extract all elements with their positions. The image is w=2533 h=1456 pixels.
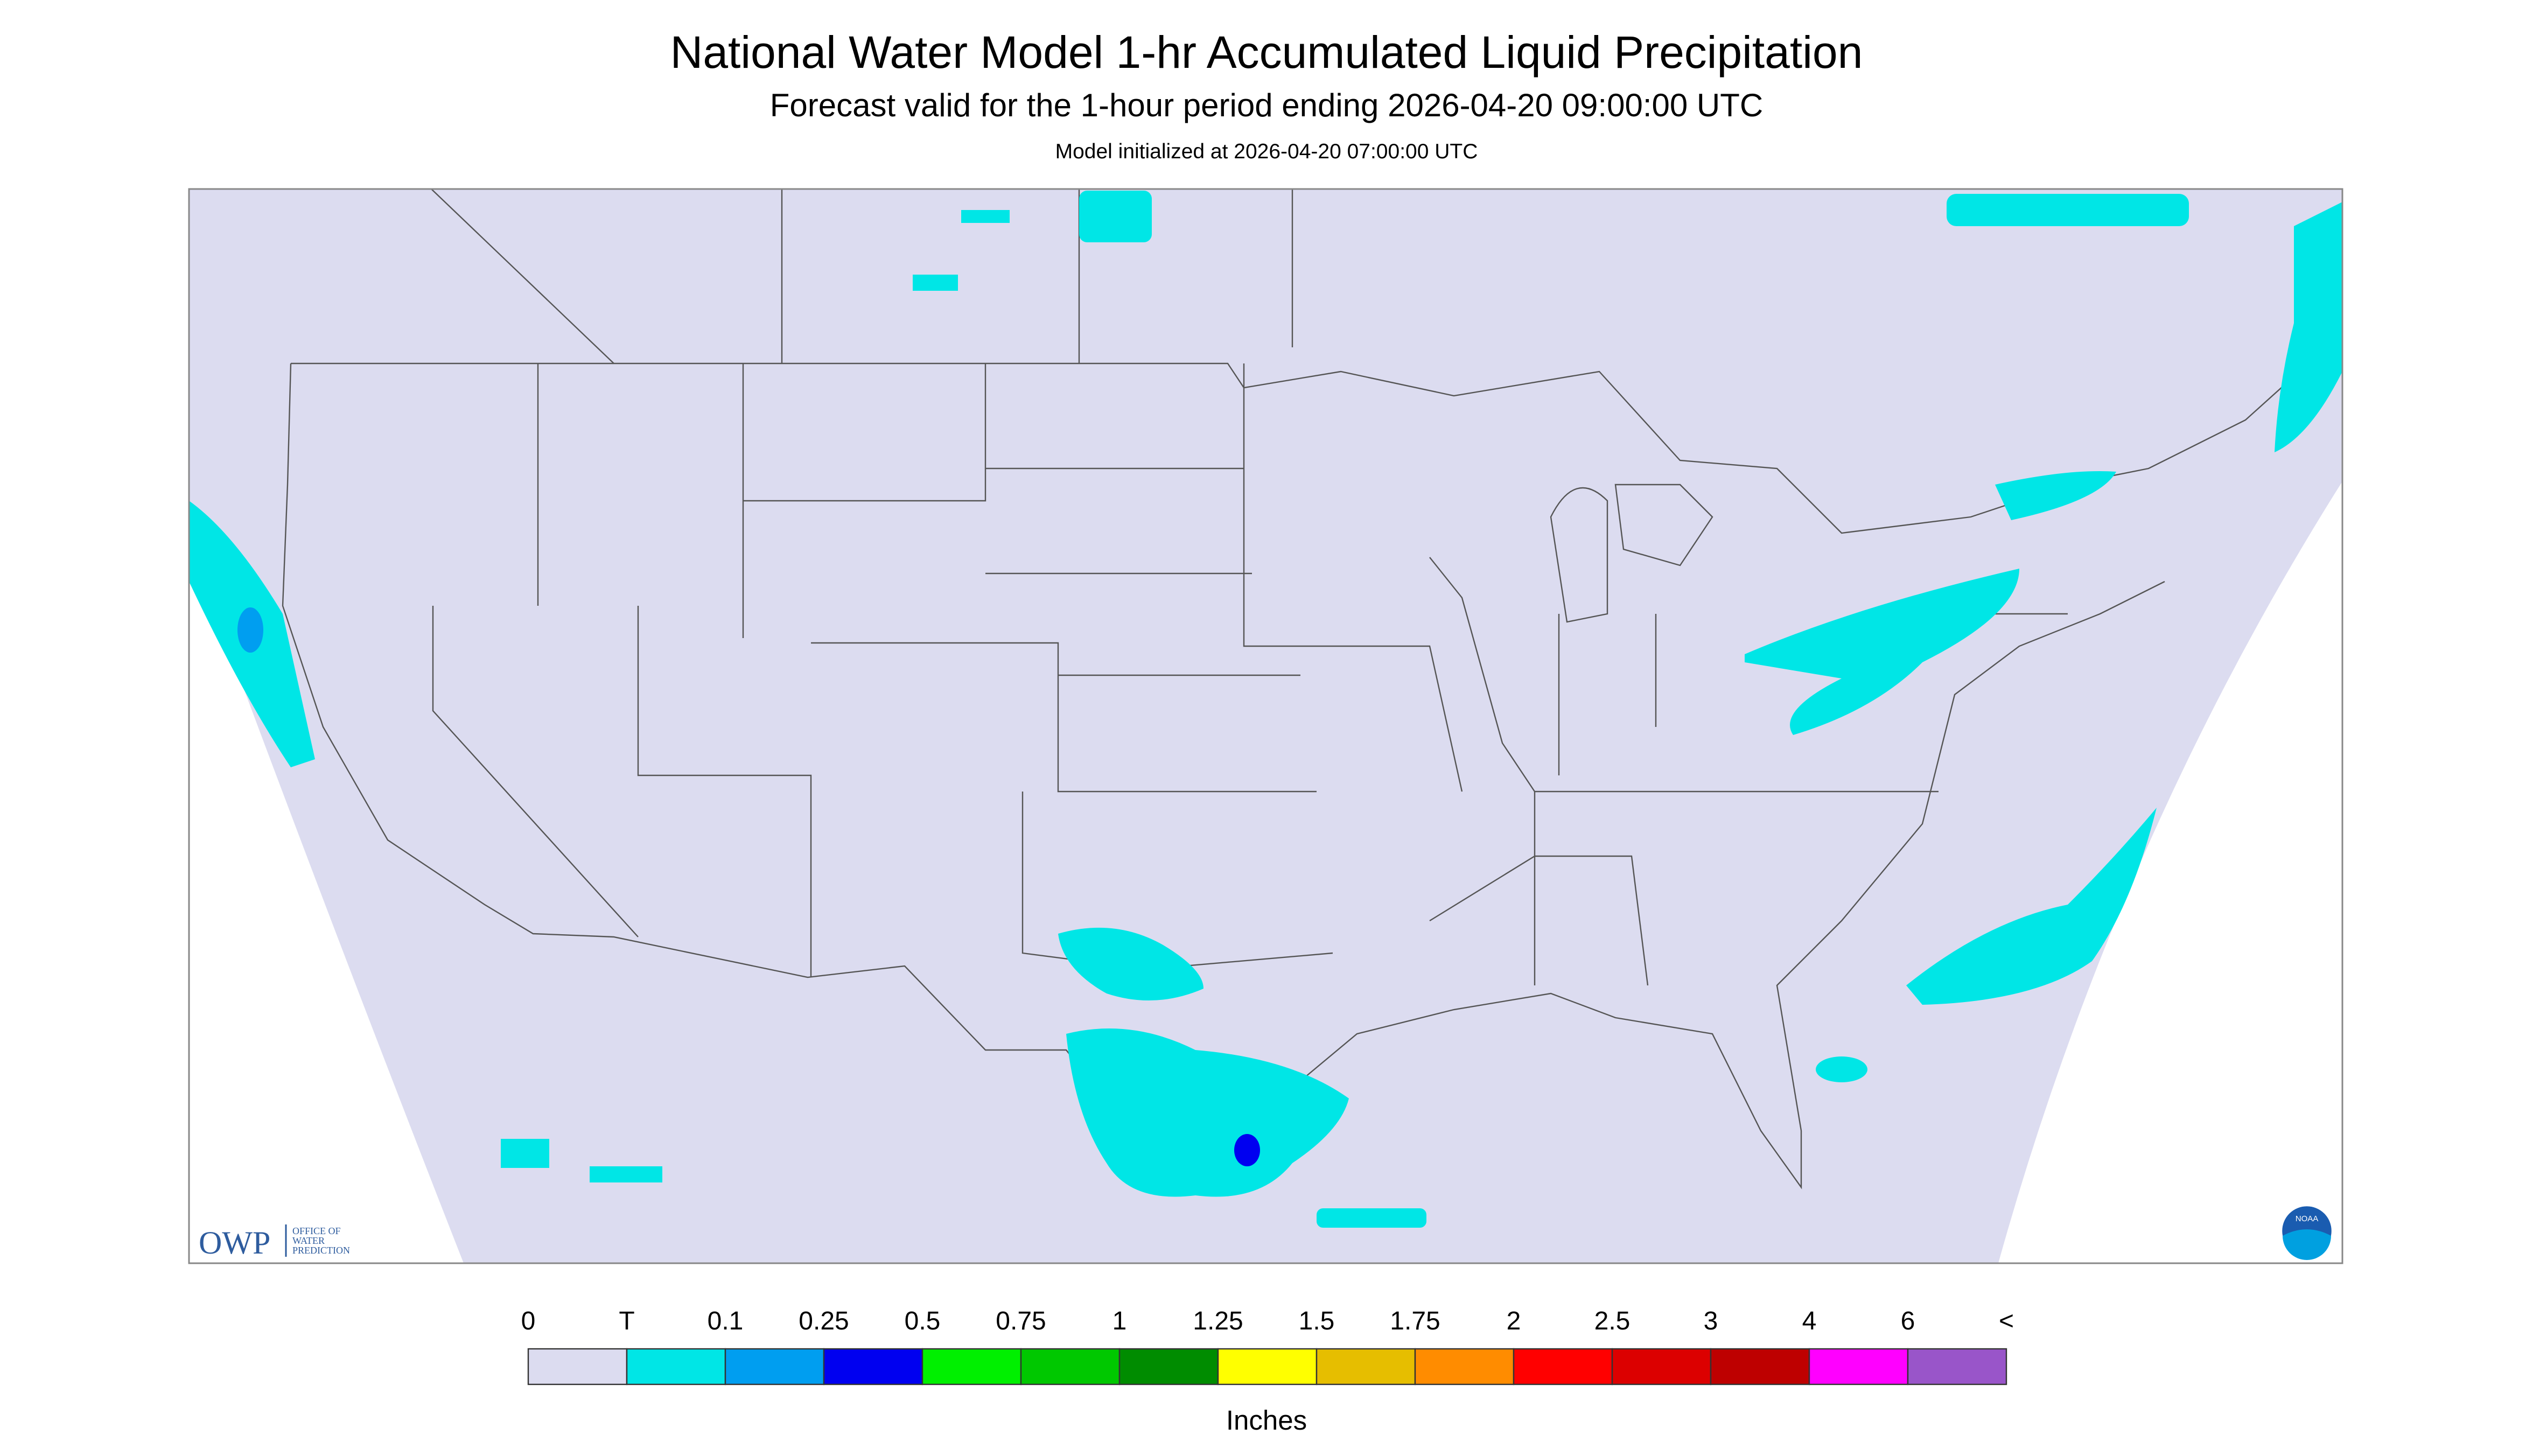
precip-mid-atlantic	[1745, 569, 2019, 736]
legend-label: 2.5	[1594, 1307, 1631, 1335]
legend-label: 1.75	[1390, 1307, 1440, 1335]
legend-label: 0.5	[905, 1307, 941, 1335]
legend-unit: Inches	[1226, 1405, 1307, 1436]
legend-label: 0	[521, 1307, 536, 1335]
precip-mexico	[590, 1166, 662, 1183]
great-lakes	[1550, 484, 1713, 623]
legend: Inches 0 T 0.1 0.25 0.5 0.75 1 1.25 1.5 1.75 2 2.5 3…	[521, 1307, 2014, 1436]
precip-north	[913, 275, 958, 291]
owp-logo-line: WATER	[292, 1235, 325, 1246]
legend-swatch	[1316, 1348, 1416, 1385]
legend-swatch	[1513, 1348, 1613, 1385]
legend-label: <	[1999, 1307, 2014, 1335]
precip-gulf	[1317, 1208, 1426, 1228]
northern-border	[291, 347, 2327, 534]
legend-label: 1.25	[1193, 1307, 1243, 1335]
subtitle: Forecast valid for the 1-hour period end…	[770, 87, 1763, 123]
owp-logo: OWP OFFICE OF WATER PREDICTION	[199, 1224, 350, 1261]
precip-oklahoma	[1058, 927, 1203, 1001]
map: OWP OFFICE OF WATER PREDICTION NOAA	[188, 188, 2343, 1264]
legend-label: 2	[1507, 1307, 1521, 1335]
legend-swatch	[1611, 1348, 1712, 1385]
legend-swatch	[626, 1348, 726, 1385]
legend-label: 3	[1704, 1307, 1718, 1335]
legend-label: 0.25	[799, 1307, 849, 1335]
precip-northeast	[1995, 471, 2116, 521]
projection-area	[189, 189, 2342, 1264]
noaa-wave	[2283, 1229, 2331, 1261]
precip-north	[961, 210, 1010, 223]
owp-logo-text: OWP	[199, 1225, 270, 1261]
legend-swatch	[1907, 1348, 2007, 1385]
precip-texas	[1066, 1028, 1349, 1197]
us-outline	[282, 363, 2165, 1196]
noaa-text: NOAA	[2296, 1214, 2319, 1223]
owp-logo-line: PREDICTION	[292, 1245, 350, 1256]
precip-canada-north	[1947, 194, 2189, 227]
legend-label: 1	[1112, 1307, 1127, 1335]
precip-core	[1234, 1134, 1260, 1167]
legend-swatch	[1217, 1348, 1318, 1385]
legend-swatch	[1808, 1348, 1909, 1385]
precip-core	[237, 607, 263, 653]
legend-swatch	[724, 1348, 825, 1385]
legend-swatch	[1710, 1348, 1810, 1385]
legend-label: 6	[1901, 1307, 1915, 1335]
noaa-logo: NOAA	[2279, 1203, 2334, 1261]
init-note: Model initialized at 2026-04-20 07:00:00…	[1055, 140, 1478, 163]
precip-mexico	[501, 1139, 549, 1168]
legend-swatch	[921, 1348, 1022, 1385]
boundaries	[282, 188, 2327, 1196]
legend-label: 0.75	[996, 1307, 1046, 1335]
legend-label: 4	[1802, 1307, 1817, 1335]
precip-north	[1079, 191, 1152, 243]
legend-label: T	[619, 1307, 634, 1335]
legend-swatch	[1414, 1348, 1515, 1385]
state-lines	[431, 188, 2068, 986]
precip-canada	[2275, 202, 2342, 453]
legend-label: 0.1	[708, 1307, 744, 1335]
legend-swatch	[1020, 1348, 1121, 1385]
title: National Water Model 1-hr Accumulated Li…	[670, 27, 1863, 78]
legend-swatch	[1118, 1348, 1219, 1385]
precip-areas	[189, 191, 2342, 1228]
map-frame	[188, 188, 2343, 1264]
legend-swatch	[823, 1348, 923, 1385]
precip-atlantic	[1906, 808, 2157, 1005]
legend-swatch	[527, 1348, 628, 1385]
precip-florida	[1816, 1056, 1867, 1083]
legend-label: 1.5	[1299, 1307, 1335, 1335]
owp-logo-line: OFFICE OF	[292, 1226, 341, 1236]
